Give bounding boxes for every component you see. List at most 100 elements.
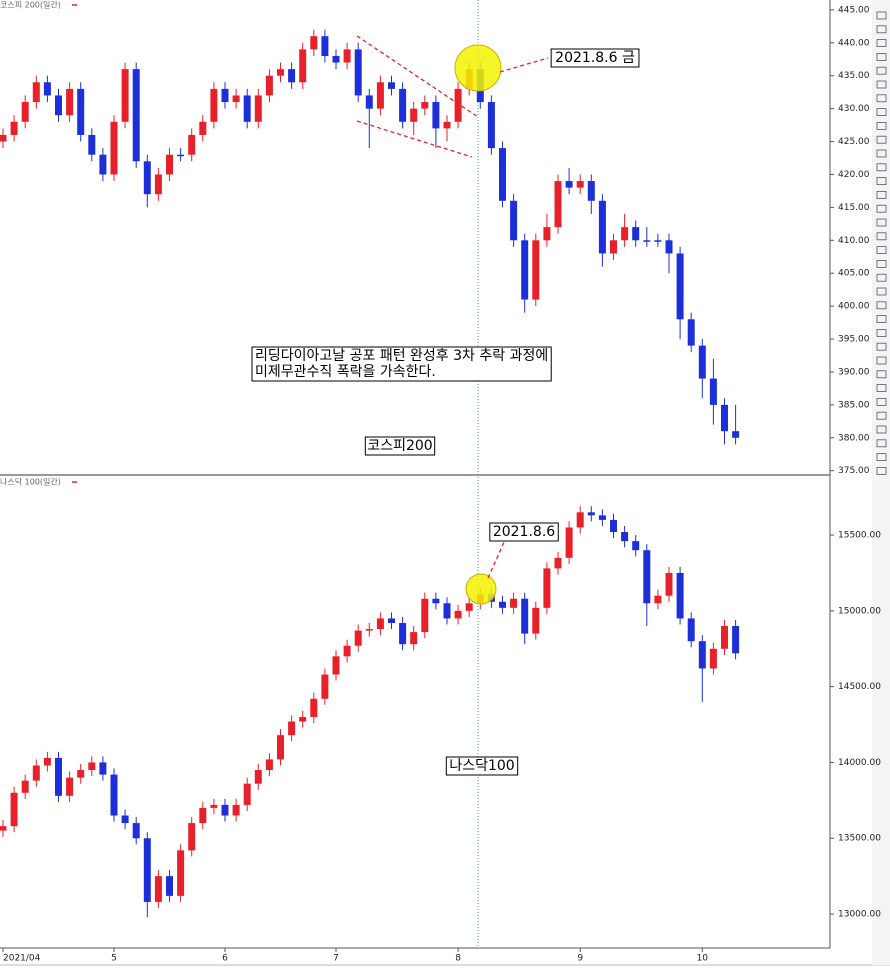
candle-body [532,240,540,300]
candle-body [32,82,40,103]
candle-body [454,610,462,619]
candle-body [587,181,595,201]
candle-body [443,603,451,619]
y-tick-label: 415.00 [838,203,870,213]
candle-body [432,598,440,604]
candle-body [576,512,584,528]
candle-body [732,626,740,654]
candle-body [0,826,7,831]
candle-body [254,770,262,784]
candle-body [143,161,151,195]
candle-body [432,102,440,129]
candle-body [188,134,196,155]
annotation-box [445,756,519,776]
candle-body [210,804,218,808]
candle-body [499,148,506,201]
candle-body [288,69,296,83]
candle-body [232,95,240,103]
y-tick-label: 13500.00 [838,834,881,844]
toolbar-icon [876,342,887,351]
candle-body [510,200,518,241]
toolbar-icon [876,397,887,406]
candle-body [121,815,129,824]
candle-body [55,95,62,116]
candle-body [376,82,384,109]
candle-body [299,716,307,722]
candle-body [554,181,562,228]
panel-title: 나스닥 100(일간) [0,477,61,487]
candle-body [77,88,85,135]
candle-body [543,227,551,241]
y-tick-label: 14000.00 [838,758,881,768]
candle-body [665,240,673,254]
candle-body [610,240,617,254]
candle-body [321,674,329,699]
toolbar-icon [876,177,887,186]
candle-body [532,607,540,634]
candle-body [354,49,362,96]
annotation-box [489,522,559,542]
candle-body [698,345,706,379]
x-tick-label: 2021/04 [3,954,41,964]
candle-body [43,82,51,96]
candle-body [587,512,595,516]
candle-body [443,121,451,129]
candle-body [199,121,207,135]
toolbar-icon [876,135,887,144]
toolbar-icon [876,149,887,158]
candle-body [598,515,606,520]
candle-body [343,49,351,63]
y-tick-label: 430.00 [838,104,870,114]
toolbar-icon [876,94,887,103]
candle-body [321,36,329,56]
candle-body [709,378,717,405]
y-tick-label: 15000.00 [838,606,881,616]
candle-body [610,519,617,533]
candle-body [21,102,29,122]
toolbar-icon [876,370,887,379]
candle-body [543,568,551,608]
candle-body [299,49,307,83]
candle-body [521,240,529,300]
y-tick-label: 410.00 [838,236,870,246]
candle-body [487,102,495,149]
candle-body [243,95,251,122]
candle-body [365,95,373,109]
candle-body [721,626,728,649]
toolbar-icon [876,66,887,75]
toolbar-icon [876,328,887,337]
x-tick-label: 7 [333,954,339,964]
annotation: 나스닥100 [449,758,514,774]
toolbar-icon [876,287,887,296]
toolbar-icon [876,439,887,448]
candle-body [88,762,96,771]
candle-body [465,603,473,611]
candle-body [343,645,351,657]
annotation: 미제무관수직 폭락을 가속한다. [255,364,436,380]
y-tick-label: 420.00 [838,170,870,180]
candle-body [143,838,151,902]
candle-body [154,876,162,902]
candle-body [232,804,240,816]
candle-body [643,550,651,604]
toolbar-icon [876,11,887,20]
candle-body [376,618,384,630]
candle-body [221,804,229,816]
candle-body [265,759,273,771]
toolbar-icon [876,108,887,116]
toolbar-icon [876,466,887,475]
candle-body [721,404,728,432]
toolbar-icon [876,315,887,324]
candle-body [254,95,262,122]
x-tick-label: 5 [111,954,117,964]
candle-body [365,629,373,631]
y-tick-label: 375.00 [838,466,870,476]
candle-body [499,601,506,608]
candle-body [310,698,318,717]
candle-body [354,630,362,646]
candle-body [732,431,740,438]
candle-body [32,765,40,781]
toolbar-icon [876,25,887,34]
